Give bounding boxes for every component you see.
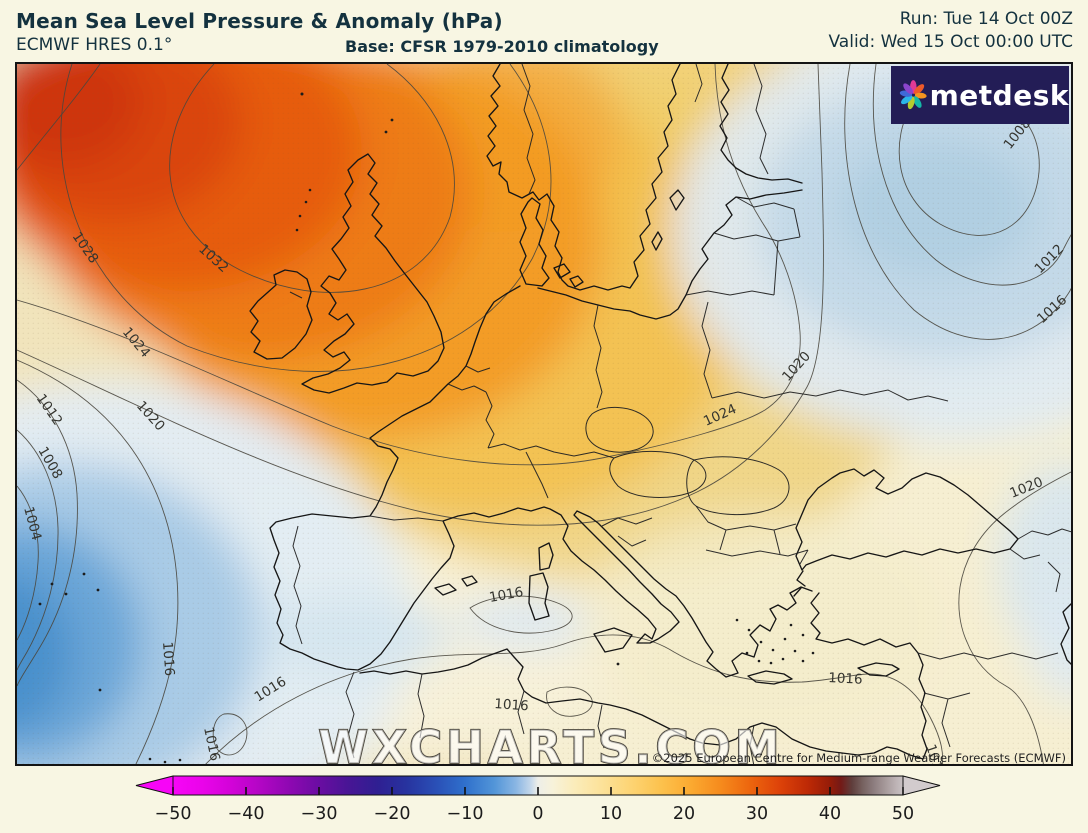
watermark: WXCHARTS.COM: [318, 721, 783, 764]
colorbar-tick-label: 50: [892, 804, 914, 824]
metdesk-logo: metdesk: [891, 66, 1069, 124]
colorbar-tick-label: −40: [228, 804, 265, 824]
contour-label: 1016: [828, 670, 863, 688]
run-time: Run: Tue 14 Oct 00Z: [899, 9, 1073, 29]
colorbar-tick-label: −30: [301, 804, 338, 824]
colorbar-tick-label: 0: [532, 804, 543, 824]
valid-time: Valid: Wed 15 Oct 00:00 UTC: [828, 32, 1074, 52]
country-borders: [289, 64, 1071, 764]
run-valid-info: Run: Tue 14 Oct 00Z Valid: Wed 15 Oct 00…: [829, 8, 1074, 54]
colorbar-tick-label: 10: [600, 804, 622, 824]
colorbar-left-arrow: [135, 775, 174, 796]
colorbar-tick-label: 20: [673, 804, 695, 824]
contour-label: 1016: [488, 584, 525, 606]
attribution: ©2025 European Centre for Medium-range W…: [652, 751, 1066, 764]
contour-label: 1016: [159, 641, 177, 676]
small-islands: [38, 92, 815, 764]
pressure-anomaly-map: 1028 1032 1024 1020 1012 1008 1004 1016 …: [15, 62, 1073, 766]
colorbar-tick-label: −20: [374, 804, 411, 824]
colorbar-ticks: [172, 787, 904, 795]
contour-label: 1016: [200, 726, 223, 763]
contour-label: 1016: [494, 696, 529, 714]
colorbar-tick-labels: −50 −40 −30 −20 −10 0 10 20 30 40 50: [155, 804, 915, 824]
colorbar-tick-label: −50: [155, 804, 192, 824]
colorbar-right-arrow: [902, 775, 941, 796]
climatology-base-label: Base: CFSR 1979-2010 climatology: [345, 37, 659, 56]
colorbar-tick-label: 40: [819, 804, 841, 824]
coastlines: [38, 64, 1071, 764]
colorbar-gradient: [172, 775, 904, 796]
metdesk-brand-text: metdesk: [929, 78, 1069, 112]
metdesk-flower-icon: [899, 80, 927, 110]
map-canvas: 1028 1032 1024 1020 1012 1008 1004 1016 …: [17, 64, 1071, 764]
anomaly-colorbar: −50 −40 −30 −20 −10 0 10 20 30 40 50: [135, 775, 941, 824]
page-title: Mean Sea Level Pressure & Anomaly (hPa): [16, 9, 503, 33]
colorbar-tick-label: −10: [447, 804, 484, 824]
colorbar-tick-label: 30: [746, 804, 768, 824]
model-label: ECMWF HRES 0.1°: [16, 35, 173, 55]
